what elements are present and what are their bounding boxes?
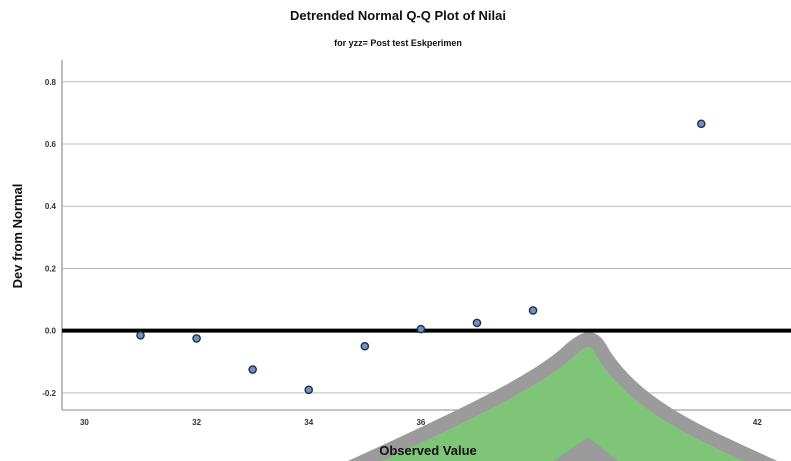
x-axis-title: Observed Value xyxy=(379,443,477,458)
grid-layer xyxy=(61,60,791,411)
data-point xyxy=(472,318,482,328)
points-layer xyxy=(136,119,706,395)
data-point xyxy=(360,341,370,351)
y-tick-label: -0.2 xyxy=(42,389,56,398)
x-tick-label: 42 xyxy=(753,418,762,427)
x-tick-label: 36 xyxy=(416,418,425,427)
text-layer: Detrended Normal Q-Q Plot of Nilai for y… xyxy=(10,8,506,458)
tick-layer: 0.80.60.40.20.0-0.230323436384042 xyxy=(42,78,762,427)
data-point xyxy=(696,119,706,129)
chart-subtitle: for yzz= Post test Eskperimen xyxy=(334,38,462,48)
data-point xyxy=(416,324,426,334)
data-point xyxy=(136,331,145,340)
y-tick-label: 0.2 xyxy=(45,264,57,273)
y-tick-label: 0.0 xyxy=(45,327,57,336)
data-point xyxy=(304,385,314,395)
y-tick-label: 0.8 xyxy=(45,78,57,87)
x-tick-label: 30 xyxy=(80,418,89,427)
y-tick-label: 0.4 xyxy=(45,202,57,211)
chart-title: Detrended Normal Q-Q Plot of Nilai xyxy=(290,8,506,23)
y-axis-title: Dev from Normal xyxy=(10,184,25,289)
watermark-inner-peak xyxy=(553,437,619,461)
x-tick-label: 32 xyxy=(192,418,201,427)
data-point xyxy=(192,334,201,343)
data-point xyxy=(248,365,257,374)
watermark-logo xyxy=(347,332,778,461)
watermark-dome-outline xyxy=(347,332,778,461)
watermark-dome-fill xyxy=(364,339,761,461)
data-point xyxy=(528,306,538,315)
x-tick-label: 34 xyxy=(304,418,313,427)
y-tick-label: 0.6 xyxy=(45,140,57,149)
